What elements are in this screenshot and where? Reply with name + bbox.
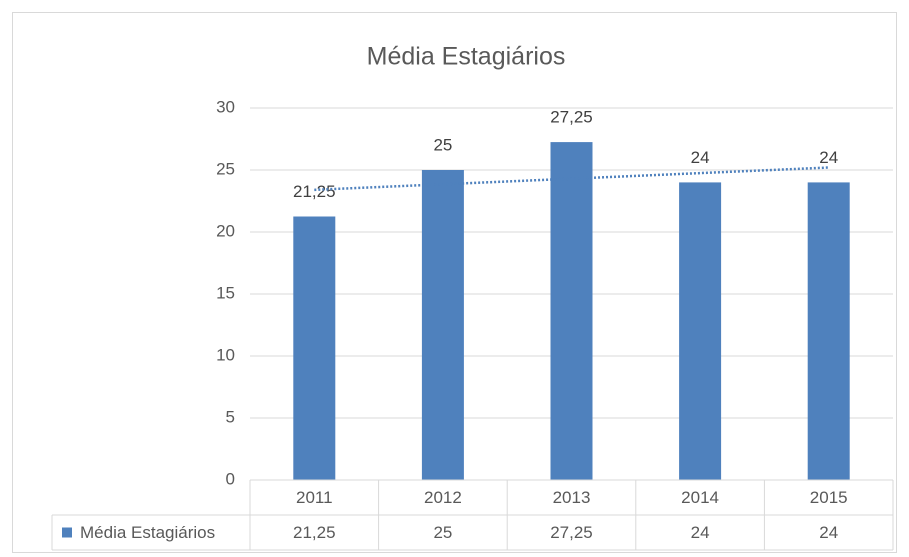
bar	[550, 142, 593, 480]
x-tick-label: 2012	[424, 488, 462, 507]
data-label: 27,25	[550, 108, 593, 127]
x-tick-label: 2014	[681, 488, 719, 507]
x-tick-label: 2015	[810, 488, 848, 507]
table-value: 21,25	[293, 523, 336, 542]
table-value: 25	[433, 523, 452, 542]
trendline	[314, 166, 829, 192]
legend-key	[62, 527, 72, 538]
legend-label: Média Estagiários	[80, 523, 215, 542]
chart-title: Média Estagiários	[367, 43, 566, 71]
y-tick-label: 10	[216, 345, 235, 364]
y-tick-label: 0	[226, 469, 235, 488]
bar	[421, 170, 464, 480]
x-tick-label: 2011	[296, 488, 333, 507]
bar	[293, 216, 336, 480]
y-tick-label: 15	[216, 283, 235, 302]
x-tick-label: 2013	[553, 488, 591, 507]
bar	[807, 182, 850, 480]
bar	[679, 182, 722, 480]
data-label: 24	[691, 148, 710, 167]
y-tick-label: 25	[216, 159, 235, 178]
data-label: 24	[819, 148, 838, 167]
data-label: 25	[433, 135, 452, 154]
table-value: 27,25	[550, 523, 593, 542]
table-value: 24	[691, 523, 710, 542]
table-value: 24	[819, 523, 838, 542]
y-tick-label: 20	[216, 221, 235, 240]
y-tick-label: 30	[216, 97, 235, 116]
y-tick-label: 5	[226, 407, 235, 426]
data-label: 21,25	[293, 182, 336, 201]
